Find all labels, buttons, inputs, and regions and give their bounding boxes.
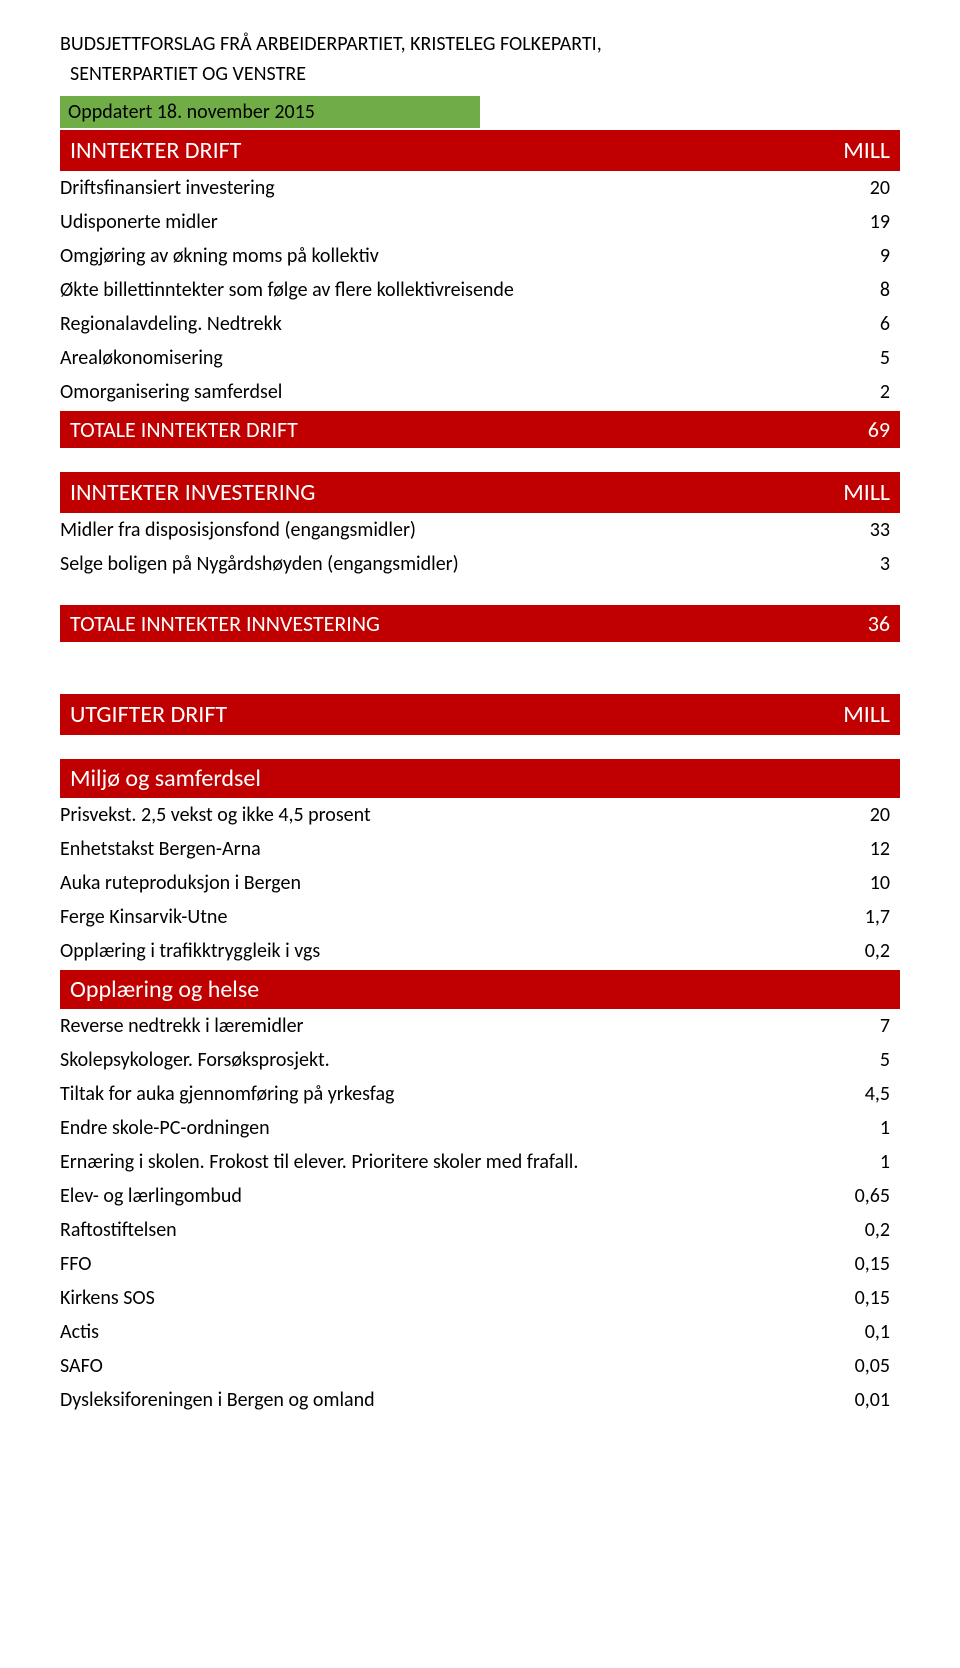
row-value: 5: [830, 343, 890, 373]
doc-title-line1: BUDSJETTFORSLAG FRÅ ARBEIDERPARTIET, KRI…: [60, 30, 900, 58]
row-value: 10: [830, 868, 890, 898]
table-row: Skolepsykologer. Forsøksprosjekt. 5: [60, 1043, 900, 1077]
section-header-label: INNTEKTER INVESTERING: [70, 478, 315, 507]
table-row: FFO 0,15: [60, 1247, 900, 1281]
table-row: Raftostiftelsen 0,2: [60, 1213, 900, 1247]
row-value: 0,2: [830, 1215, 890, 1245]
section-header-label: INNTEKTER DRIFT: [70, 136, 241, 165]
row-label: Midler fra disposisjonsfond (engangsmidl…: [60, 515, 830, 545]
table-row: Auka ruteproduksjon i Bergen 10: [60, 866, 900, 900]
row-value: 0,15: [830, 1249, 890, 1279]
row-label: Elev- og lærlingombud: [60, 1181, 830, 1211]
row-label: Opplæring i trafikktryggleik i vgs: [60, 936, 830, 966]
row-value: 2: [830, 377, 890, 407]
row-value: 3: [830, 549, 890, 579]
row-label: Reverse nedtrekk i læremidler: [60, 1011, 830, 1041]
row-value: 4,5: [830, 1079, 890, 1109]
table-row: Regionalavdeling. Nedtrekk 6: [60, 307, 900, 341]
row-value: 0,05: [830, 1351, 890, 1381]
table-row: Dysleksiforeningen i Bergen og omland 0,…: [60, 1383, 900, 1417]
row-value: 1: [830, 1113, 890, 1143]
row-value: 1: [830, 1147, 890, 1177]
section-header-unit: MILL: [843, 700, 890, 729]
total-label: TOTALE INNTEKTER INNVESTERING: [70, 610, 380, 637]
row-label: Dysleksiforeningen i Bergen og omland: [60, 1385, 830, 1415]
row-label: Raftostiftelsen: [60, 1215, 830, 1245]
table-row: Kirkens SOS 0,15: [60, 1281, 900, 1315]
subsection-opplaering: Opplæring og helse: [60, 970, 900, 1009]
row-label: Endre skole-PC-ordningen: [60, 1113, 830, 1143]
row-value: 7: [830, 1011, 890, 1041]
row-value: 6: [830, 309, 890, 339]
table-row: Økte billettinntekter som følge av flere…: [60, 273, 900, 307]
row-label: Driftsfinansiert investering: [60, 173, 830, 203]
row-label: Tiltak for auka gjennomføring på yrkesfa…: [60, 1079, 830, 1109]
row-label: Ferge Kinsarvik-Utne: [60, 902, 830, 932]
row-value: 0,01: [830, 1385, 890, 1415]
section-header-inntekter-drift: INNTEKTER DRIFT MILL: [60, 130, 900, 171]
section-total-inntekter-drift: TOTALE INNTEKTER DRIFT 69: [60, 411, 900, 448]
total-label: TOTALE INNTEKTER DRIFT: [70, 416, 298, 443]
row-value: 20: [830, 173, 890, 203]
row-label: Enhetstakst Bergen-Arna: [60, 834, 830, 864]
table-row: Udisponerte midler 19: [60, 205, 900, 239]
table-row: Tiltak for auka gjennomføring på yrkesfa…: [60, 1077, 900, 1111]
row-value: 19: [830, 207, 890, 237]
doc-title-line2: SENTERPARTIET OG VENSTRE: [60, 60, 900, 88]
row-value: 1,7: [830, 902, 890, 932]
table-row: Reverse nedtrekk i læremidler 7: [60, 1009, 900, 1043]
row-value: 0,15: [830, 1283, 890, 1313]
row-label: Selge boligen på Nygårdshøyden (engangsm…: [60, 549, 830, 579]
row-value: 12: [830, 834, 890, 864]
row-value: 20: [830, 800, 890, 830]
total-value: 69: [868, 416, 890, 443]
table-row: SAFO 0,05: [60, 1349, 900, 1383]
section-header-utgifter-drift: UTGIFTER DRIFT MILL: [60, 694, 900, 735]
table-row: Actis 0,1: [60, 1315, 900, 1349]
row-label: Skolepsykologer. Forsøksprosjekt.: [60, 1045, 830, 1075]
table-row: Elev- og lærlingombud 0,65: [60, 1179, 900, 1213]
row-value: 33: [830, 515, 890, 545]
row-label: Regionalavdeling. Nedtrekk: [60, 309, 830, 339]
row-label: SAFO: [60, 1351, 830, 1381]
section-header-inntekter-invest: INNTEKTER INVESTERING MILL: [60, 472, 900, 513]
row-label: Økte billettinntekter som følge av flere…: [60, 275, 830, 305]
table-row: Opplæring i trafikktryggleik i vgs 0,2: [60, 934, 900, 968]
section-header-unit: MILL: [843, 478, 890, 507]
row-label: Actis: [60, 1317, 830, 1347]
row-value: 0,1: [830, 1317, 890, 1347]
table-row: Ernæring i skolen. Frokost til elever. P…: [60, 1145, 900, 1179]
table-row: Endre skole-PC-ordningen 1: [60, 1111, 900, 1145]
row-label: Prisvekst. 2,5 vekst og ikke 4,5 prosent: [60, 800, 830, 830]
table-row: Arealøkonomisering 5: [60, 341, 900, 375]
table-row: Omorganisering samferdsel 2: [60, 375, 900, 409]
row-label: Udisponerte midler: [60, 207, 830, 237]
total-value: 36: [868, 610, 890, 637]
table-row: Driftsfinansiert investering 20: [60, 171, 900, 205]
row-label: Kirkens SOS: [60, 1283, 830, 1313]
section-header-label: UTGIFTER DRIFT: [70, 700, 227, 729]
row-value: 9: [830, 241, 890, 271]
row-label: Omgjøring av økning moms på kollektiv: [60, 241, 830, 271]
row-label: FFO: [60, 1249, 830, 1279]
table-row: Selge boligen på Nygårdshøyden (engangsm…: [60, 547, 900, 581]
section-total-inntekter-invest: TOTALE INNTEKTER INNVESTERING 36: [60, 605, 900, 642]
row-value: 5: [830, 1045, 890, 1075]
row-label: Auka ruteproduksjon i Bergen: [60, 868, 830, 898]
updated-bar: Oppdatert 18. november 2015: [60, 96, 480, 128]
row-value: 8: [830, 275, 890, 305]
row-value: 0,2: [830, 936, 890, 966]
table-row: Prisvekst. 2,5 vekst og ikke 4,5 prosent…: [60, 798, 900, 832]
table-row: Ferge Kinsarvik-Utne 1,7: [60, 900, 900, 934]
table-row: Midler fra disposisjonsfond (engangsmidl…: [60, 513, 900, 547]
row-value: 0,65: [830, 1181, 890, 1211]
row-label: Omorganisering samferdsel: [60, 377, 830, 407]
table-row: Omgjøring av økning moms på kollektiv 9: [60, 239, 900, 273]
row-label: Arealøkonomisering: [60, 343, 830, 373]
subsection-miljo: Miljø og samferdsel: [60, 759, 900, 798]
table-row: Enhetstakst Bergen-Arna 12: [60, 832, 900, 866]
section-header-unit: MILL: [843, 136, 890, 165]
row-label: Ernæring i skolen. Frokost til elever. P…: [60, 1147, 830, 1177]
